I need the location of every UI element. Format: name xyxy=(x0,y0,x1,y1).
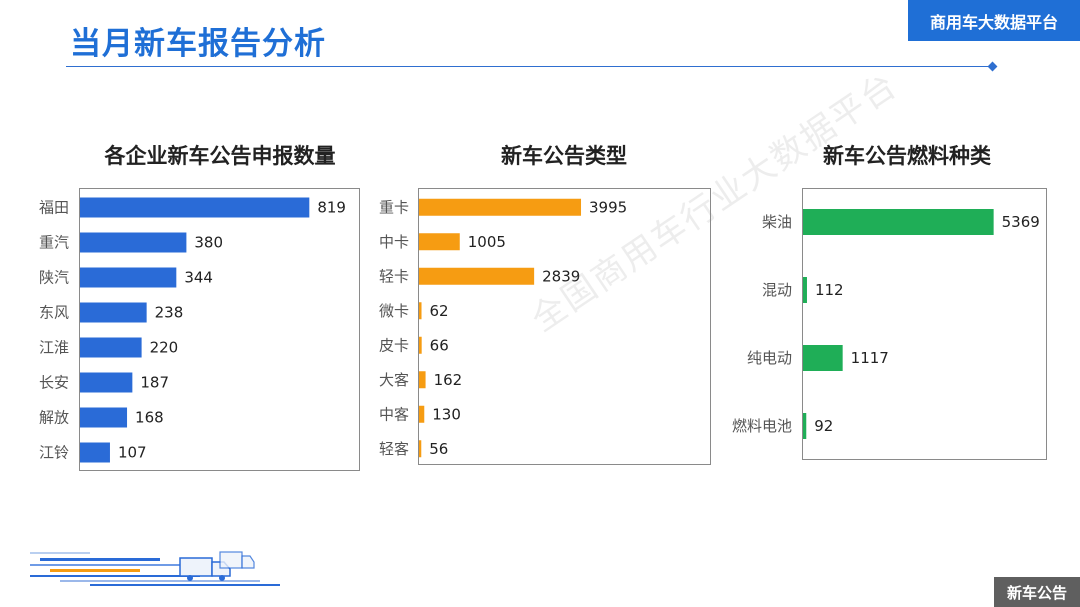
data-label-fuel: 1117 xyxy=(851,349,889,367)
data-label-fuel: 92 xyxy=(814,417,833,435)
header-divider xyxy=(66,66,990,67)
footer-decoration xyxy=(30,551,280,586)
chart-title-type: 新车公告类型 xyxy=(501,144,627,168)
data-label-fuel: 112 xyxy=(815,281,844,299)
category-label-type: 大客 xyxy=(379,371,409,389)
bar-enterprise xyxy=(80,407,128,428)
category-label-fuel: 燃料电池 xyxy=(732,417,792,435)
category-label-type: 中卡 xyxy=(379,233,409,251)
category-label-enterprise: 江铃 xyxy=(39,444,69,462)
category-label-enterprise: 长安 xyxy=(39,374,69,392)
bar-enterprise xyxy=(80,267,177,288)
data-label-type: 66 xyxy=(430,336,449,354)
bar-type xyxy=(419,198,582,216)
bar-type xyxy=(419,336,422,354)
category-label-enterprise: 东风 xyxy=(39,304,69,322)
category-label-enterprise: 陕汽 xyxy=(39,269,69,287)
footer-badge: 新车公告 xyxy=(994,577,1080,607)
bar-enterprise xyxy=(80,197,310,218)
category-label-enterprise: 重汽 xyxy=(39,234,69,252)
data-label-enterprise: 220 xyxy=(150,339,179,357)
bar-enterprise xyxy=(80,302,147,323)
category-label-fuel: 纯电动 xyxy=(747,349,792,367)
data-label-type: 62 xyxy=(430,302,449,320)
truck-icon xyxy=(179,551,255,581)
data-label-type: 2839 xyxy=(542,267,580,285)
category-label-enterprise: 福田 xyxy=(39,199,69,217)
bar-type xyxy=(419,267,535,285)
bar-enterprise xyxy=(80,337,142,358)
category-label-enterprise: 解放 xyxy=(39,409,69,427)
bar-fuel xyxy=(803,277,807,303)
chart-title-fuel: 新车公告燃料种类 xyxy=(823,144,991,168)
data-label-type: 130 xyxy=(432,405,461,423)
bar-fuel xyxy=(803,413,807,439)
category-label-fuel: 混动 xyxy=(762,281,792,299)
chart-title-enterprise: 各企业新车公告申报数量 xyxy=(104,144,336,168)
data-label-type: 162 xyxy=(434,371,463,389)
data-label-enterprise: 819 xyxy=(317,199,346,217)
category-label-type: 重卡 xyxy=(379,198,409,216)
data-label-type: 1005 xyxy=(468,233,506,251)
data-label-enterprise: 344 xyxy=(184,269,213,287)
data-label-fuel: 5369 xyxy=(1002,213,1040,231)
speed-lines xyxy=(30,552,280,586)
chart-frame-enterprise xyxy=(79,188,360,471)
category-label-type: 中客 xyxy=(379,405,409,423)
bar-type xyxy=(419,302,422,320)
bar-enterprise xyxy=(80,232,187,253)
bar-type xyxy=(419,405,425,423)
chart-frame-type xyxy=(418,188,711,465)
data-label-enterprise: 168 xyxy=(135,409,164,427)
bar-type xyxy=(419,233,460,251)
data-label-type: 3995 xyxy=(589,198,627,216)
data-label-enterprise: 238 xyxy=(155,304,184,322)
data-label-type: 56 xyxy=(429,440,448,458)
category-label-fuel: 柴油 xyxy=(762,213,792,231)
brand-badge: 商用车大数据平台 xyxy=(908,0,1080,41)
category-label-type: 皮卡 xyxy=(379,336,409,354)
bar-fuel xyxy=(803,209,994,235)
bar-fuel xyxy=(803,345,843,371)
data-label-enterprise: 380 xyxy=(194,234,223,252)
data-label-enterprise: 107 xyxy=(118,444,147,462)
category-label-type: 轻客 xyxy=(379,440,409,458)
bar-type xyxy=(419,371,426,389)
chart-frame-fuel xyxy=(802,188,1047,460)
category-label-type: 轻卡 xyxy=(379,267,409,285)
bar-type xyxy=(419,440,422,458)
page-title: 当月新车报告分析 xyxy=(70,26,326,62)
category-label-enterprise: 江淮 xyxy=(39,339,69,357)
category-label-type: 微卡 xyxy=(379,302,409,320)
bar-enterprise xyxy=(80,372,133,393)
data-label-enterprise: 187 xyxy=(140,374,169,392)
bar-enterprise xyxy=(80,442,110,463)
